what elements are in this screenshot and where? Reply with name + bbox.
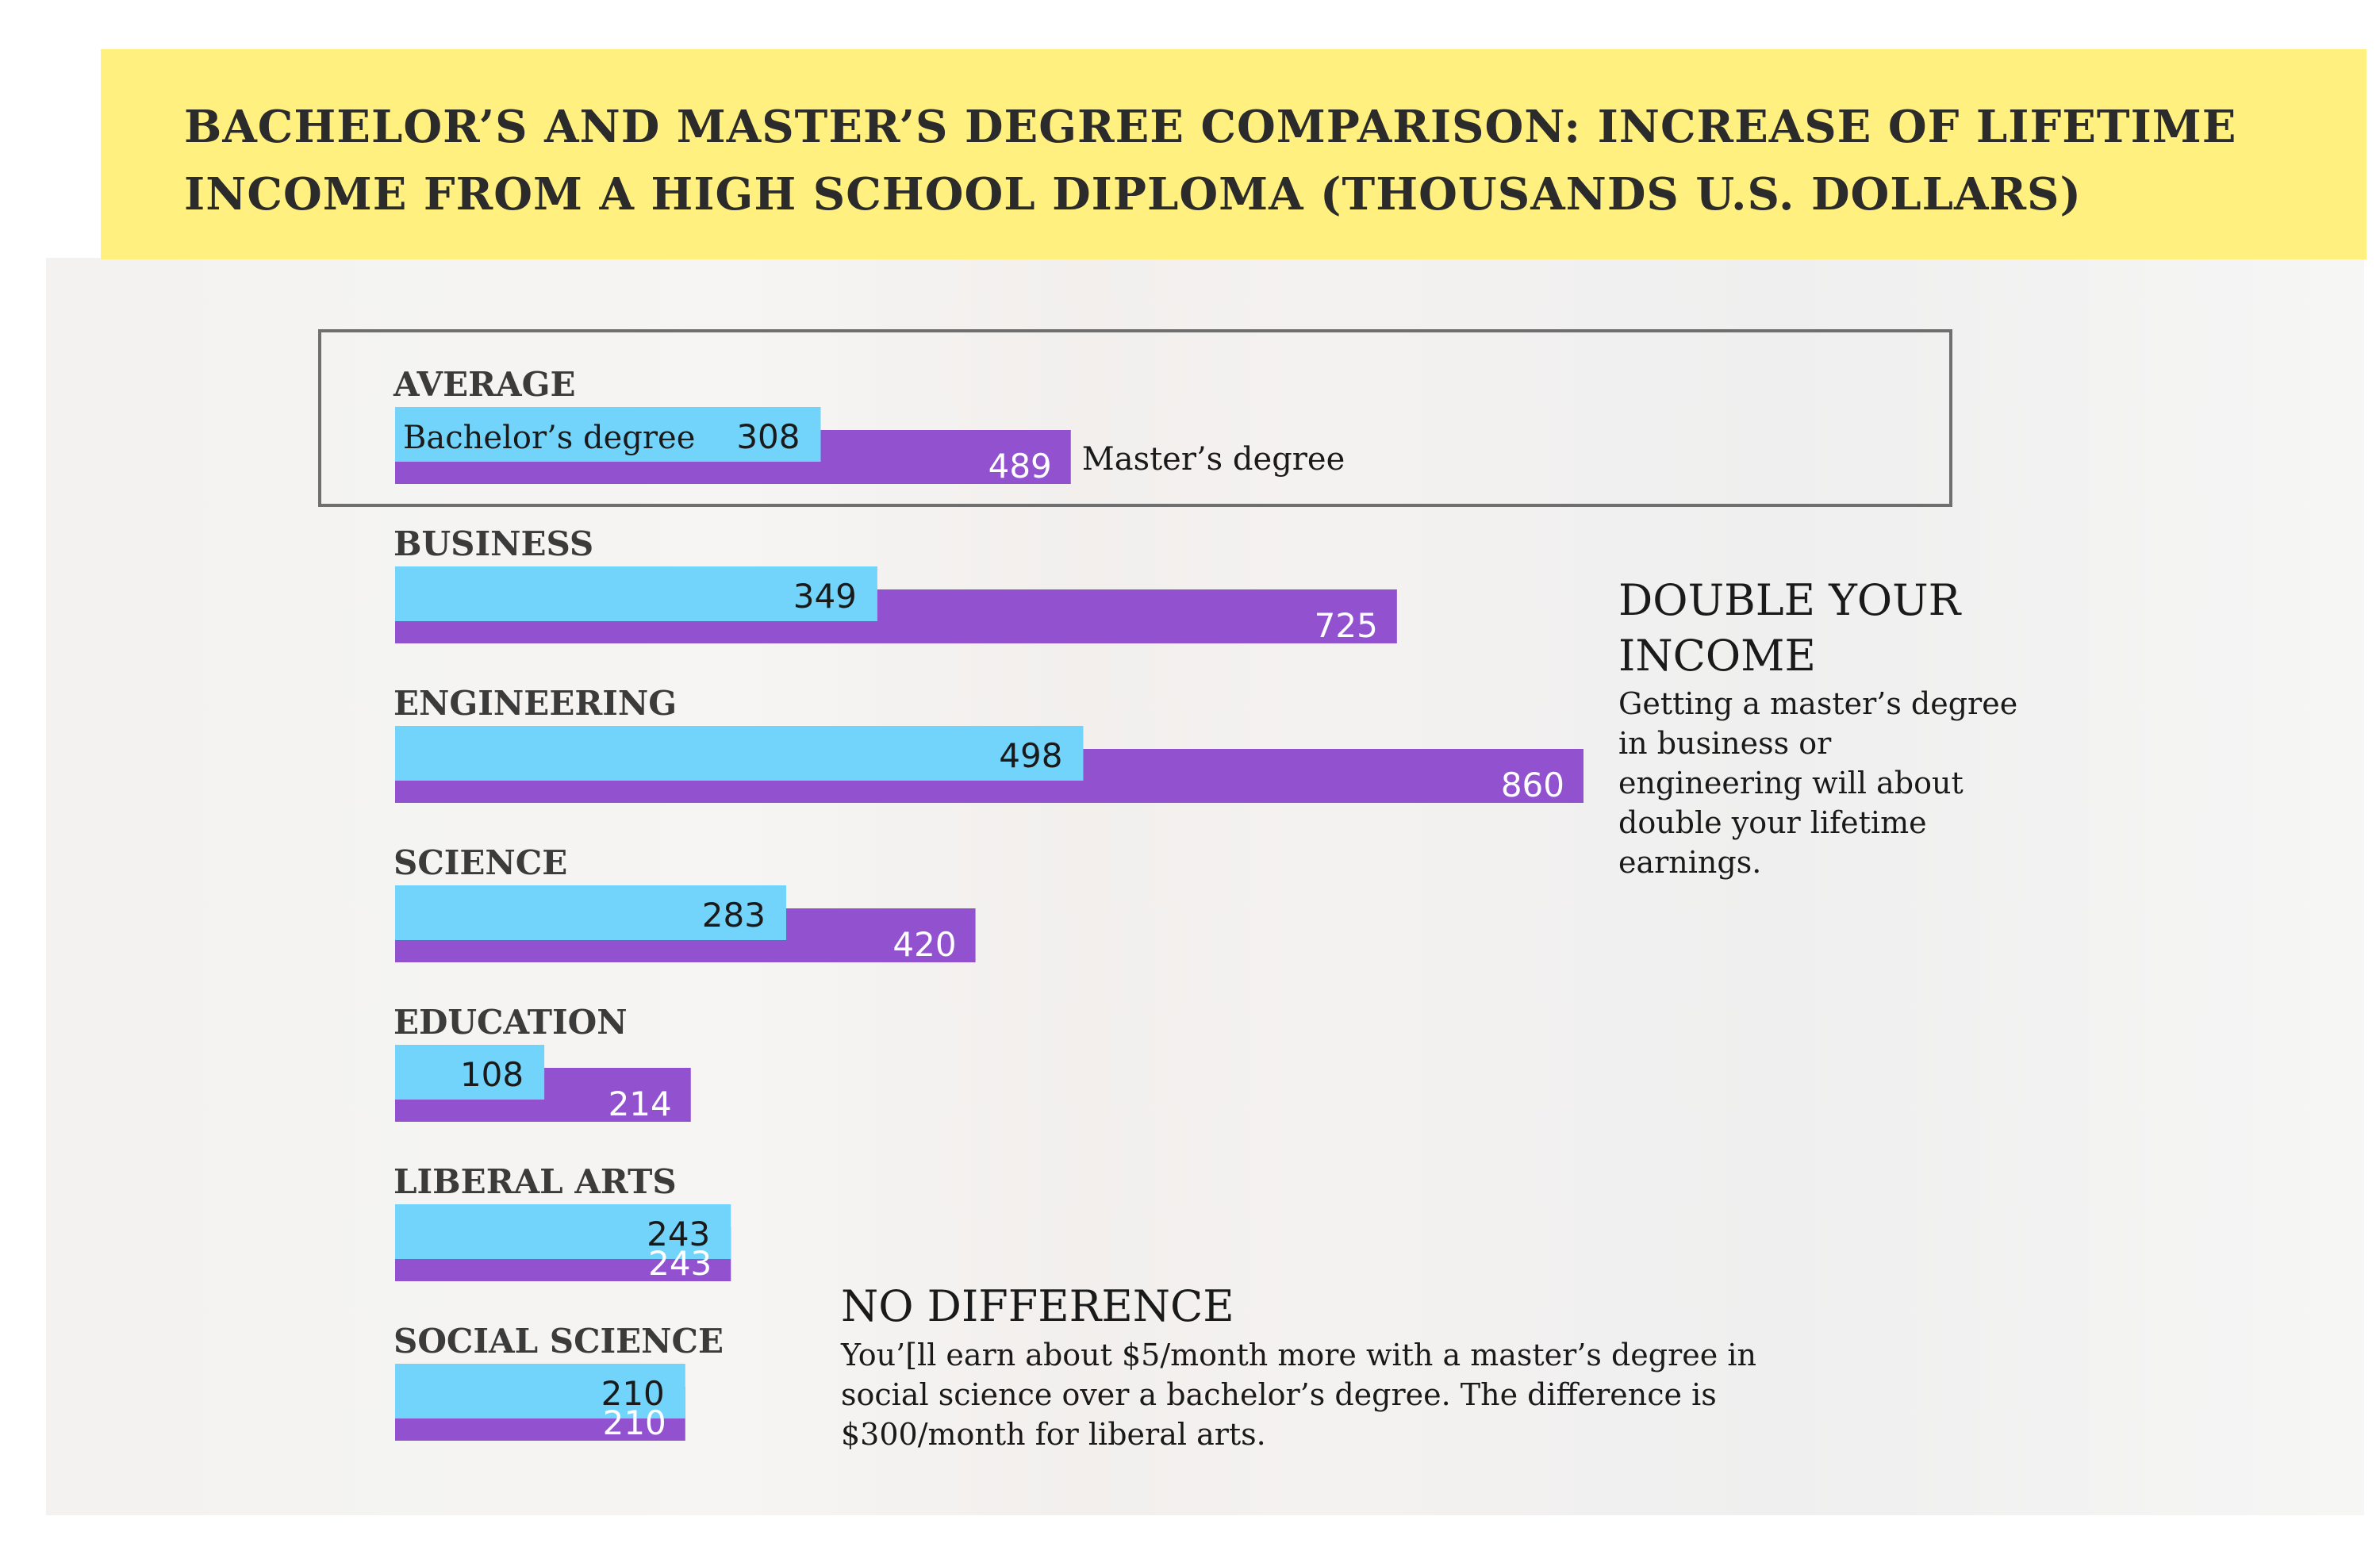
master-value-science: 420	[892, 925, 956, 964]
master-value-average: 489	[988, 447, 1052, 486]
bachelor-value-engineering: 498	[999, 736, 1062, 775]
legend-bachelor-label: Bachelor’s degree	[403, 420, 695, 456]
category-label-engineering: ENGINEERING	[393, 684, 677, 723]
bachelor-value-science: 283	[702, 896, 766, 935]
double-income-heading: DOUBLE YOUR INCOME	[1618, 575, 1961, 681]
no-difference-text: You’[ll earn about $5/month more with a …	[841, 1338, 1756, 1452]
master-value-business: 725	[1315, 606, 1378, 645]
bachelor-value-education: 108	[460, 1055, 524, 1094]
bachelor-value-average: 308	[736, 417, 800, 456]
bachelor-bar-liberal-arts	[395, 1204, 731, 1259]
category-label-education: EDUCATION	[393, 1003, 628, 1042]
category-label-science: SCIENCE	[393, 843, 567, 882]
legend-master-label: Master’s degree	[1082, 441, 1345, 478]
category-label-liberal-arts: LIBERAL ARTS	[393, 1162, 677, 1201]
category-label-business: BUSINESS	[393, 524, 593, 563]
bachelor-bar-average	[395, 407, 821, 462]
bachelor-bar-education	[395, 1045, 545, 1100]
bachelor-value-social-science: 210	[601, 1374, 665, 1413]
bachelor-bar-social-science	[395, 1364, 685, 1418]
category-label-average: AVERAGE	[393, 365, 576, 404]
master-value-liberal-arts: 243	[648, 1244, 712, 1283]
bachelor-value-liberal-arts: 243	[647, 1215, 710, 1253]
chart-title: BACHELOR’S AND MASTER’S DEGREE COMPARISO…	[184, 101, 2237, 221]
double-income-text: Getting a master’s degree in business or…	[1618, 686, 2018, 880]
no-difference-heading: NO DIFFERENCE	[841, 1281, 1234, 1331]
average-highlight-box	[318, 329, 1952, 507]
master-value-engineering: 860	[1501, 766, 1564, 804]
master-value-education: 214	[608, 1084, 672, 1123]
master-value-social-science: 210	[603, 1403, 666, 1442]
bachelor-bar-science	[395, 885, 786, 940]
bachelor-value-business: 349	[793, 577, 857, 616]
title-banner	[101, 49, 2367, 259]
bachelor-bar-business	[395, 566, 877, 621]
bachelor-bar-engineering	[395, 726, 1084, 781]
category-label-social-science: SOCIAL SCIENCE	[393, 1322, 724, 1361]
